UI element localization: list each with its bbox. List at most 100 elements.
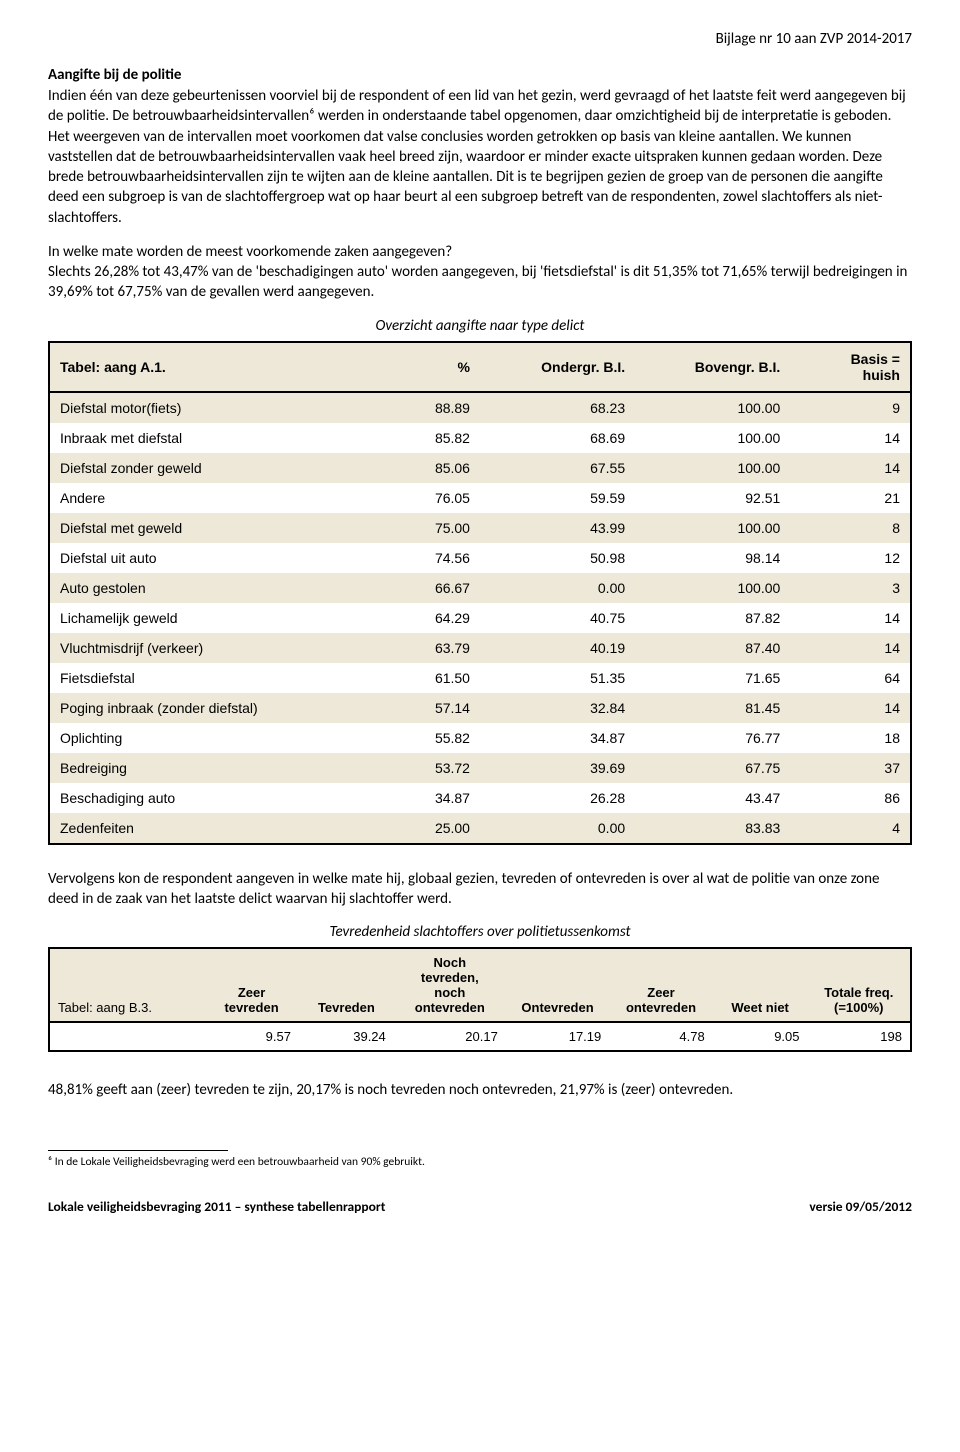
table-row: Oplichting55.8234.8776.7718 <box>49 723 911 753</box>
table-cell: 40.19 <box>480 633 635 663</box>
table-row: Beschadiging auto34.8726.2843.4786 <box>49 783 911 813</box>
table-cell: 4 <box>790 813 911 844</box>
table-cell: 59.59 <box>480 483 635 513</box>
table-cell: 98.14 <box>635 543 790 573</box>
table-cell: 39.24 <box>299 1022 394 1051</box>
table-cell: 67.75 <box>635 753 790 783</box>
footnote-6: ⁶ In de Lokale Veiligheidsbevraging werd… <box>48 1155 912 1170</box>
table-cell: 63.79 <box>342 633 480 663</box>
table-row: Diefstal uit auto74.5650.9898.1412 <box>49 543 911 573</box>
table-cell: 43.47 <box>635 783 790 813</box>
table-cell: 64.29 <box>342 603 480 633</box>
table-row: Diefstal motor(fiets)88.8968.23100.009 <box>49 392 911 423</box>
table-cell: 9 <box>790 392 911 423</box>
table2-header: Tevreden <box>299 948 394 1022</box>
table-cell: Auto gestolen <box>49 573 342 603</box>
table-cell: 86 <box>790 783 911 813</box>
table2-header: Zeerontevreden <box>609 948 712 1022</box>
table-cell: Lichamelijk geweld <box>49 603 342 633</box>
table1-header: Bovengr. B.I. <box>635 342 790 392</box>
table-cell: 68.69 <box>480 423 635 453</box>
table2-header: Nochtevreden,nochontevreden <box>394 948 506 1022</box>
table-cell: 81.45 <box>635 693 790 723</box>
table-cell: 85.82 <box>342 423 480 453</box>
table-cell: 66.67 <box>342 573 480 603</box>
table-cell: 100.00 <box>635 573 790 603</box>
table-cell: Vluchtmisdrijf (verkeer) <box>49 633 342 663</box>
footer-left: Lokale veiligheidsbevraging 2011 – synth… <box>48 1198 385 1215</box>
paragraph-3: Vervolgens kon de respondent aangeven in… <box>48 869 912 910</box>
table-row: Zedenfeiten25.000.0083.834 <box>49 813 911 844</box>
table-cell: 18 <box>790 723 911 753</box>
table-cell: 100.00 <box>635 513 790 543</box>
table-cell: Diefstal met geweld <box>49 513 342 543</box>
table-row: Bedreiging53.7239.6967.7537 <box>49 753 911 783</box>
table-cell: 0.00 <box>480 813 635 844</box>
table-cell: 32.84 <box>480 693 635 723</box>
table2-header: Ontevreden <box>506 948 609 1022</box>
table-cell: Andere <box>49 483 342 513</box>
section-title: Aangifte bij de politie <box>48 66 912 84</box>
table-row: Lichamelijk geweld64.2940.7587.8214 <box>49 603 911 633</box>
table-cell: 3 <box>790 573 911 603</box>
table-cell: 76.05 <box>342 483 480 513</box>
table-cell: 53.72 <box>342 753 480 783</box>
table-row: Inbraak met diefstal85.8268.69100.0014 <box>49 423 911 453</box>
table-cell: 17.19 <box>506 1022 609 1051</box>
table1-header: Basis =huish <box>790 342 911 392</box>
table-cell: 14 <box>790 423 911 453</box>
table-cell: 20.17 <box>394 1022 506 1051</box>
table-cell: 51.35 <box>480 663 635 693</box>
table-row: Diefstal zonder geweld85.0667.55100.0014 <box>49 453 911 483</box>
table-cell: Bedreiging <box>49 753 342 783</box>
table-cell: 25.00 <box>342 813 480 844</box>
table-cell: 92.51 <box>635 483 790 513</box>
table-row: Vluchtmisdrijf (verkeer)63.7940.1987.401… <box>49 633 911 663</box>
table-cell: 67.55 <box>480 453 635 483</box>
table-cell: 57.14 <box>342 693 480 723</box>
table-cell: 39.69 <box>480 753 635 783</box>
table-cell: 21 <box>790 483 911 513</box>
table-cell: 50.98 <box>480 543 635 573</box>
table-cell: 87.82 <box>635 603 790 633</box>
table-cell: 37 <box>790 753 911 783</box>
page-footer: Lokale veiligheidsbevraging 2011 – synth… <box>48 1194 912 1215</box>
table-cell <box>49 1022 204 1051</box>
paragraph-2-a: Slechts 26,28% tot 43,47% van de 'bescha… <box>48 263 907 301</box>
table-row: Fietsdiefstal61.5051.3571.6564 <box>49 663 911 693</box>
table-cell: Poging inbraak (zonder diefstal) <box>49 693 342 723</box>
footnote-separator <box>48 1150 228 1151</box>
table-cell: 34.87 <box>342 783 480 813</box>
table2-header: Tabel: aang B.3. <box>49 948 204 1022</box>
table2-caption: Tevredenheid slachtoffers over politietu… <box>48 923 912 941</box>
table1-caption: Overzicht aangifte naar type delict <box>48 317 912 335</box>
table-cell: 85.06 <box>342 453 480 483</box>
table-cell: 76.77 <box>635 723 790 753</box>
table-cell: 4.78 <box>609 1022 712 1051</box>
table-cell: 100.00 <box>635 423 790 453</box>
table-cell: 14 <box>790 693 911 723</box>
table-cell: Diefstal motor(fiets) <box>49 392 342 423</box>
table-cell: 74.56 <box>342 543 480 573</box>
table-cell: 26.28 <box>480 783 635 813</box>
table1-header: Ondergr. B.I. <box>480 342 635 392</box>
table-cell: Fietsdiefstal <box>49 663 342 693</box>
table-cell: 61.50 <box>342 663 480 693</box>
table-cell: 198 <box>808 1022 911 1051</box>
table-cell: 43.99 <box>480 513 635 543</box>
table-cell: 83.83 <box>635 813 790 844</box>
table-cell: 64 <box>790 663 911 693</box>
paragraph-2-q: In welke mate worden de meest voorkomend… <box>48 243 452 261</box>
table-cell: 9.57 <box>204 1022 299 1051</box>
paragraph-2: In welke mate worden de meest voorkomend… <box>48 242 912 303</box>
table-cell: 100.00 <box>635 453 790 483</box>
table2-header: Totale freq.(=100%) <box>808 948 911 1022</box>
table-cell: 71.65 <box>635 663 790 693</box>
table-cell: 34.87 <box>480 723 635 753</box>
table-tevredenheid: Tabel: aang B.3.ZeertevredenTevredenNoch… <box>48 947 912 1052</box>
table-cell: Beschadiging auto <box>49 783 342 813</box>
table-cell: Diefstal zonder geweld <box>49 453 342 483</box>
table-cell: Diefstal uit auto <box>49 543 342 573</box>
table-cell: Oplichting <box>49 723 342 753</box>
table-row: Auto gestolen66.670.00100.003 <box>49 573 911 603</box>
